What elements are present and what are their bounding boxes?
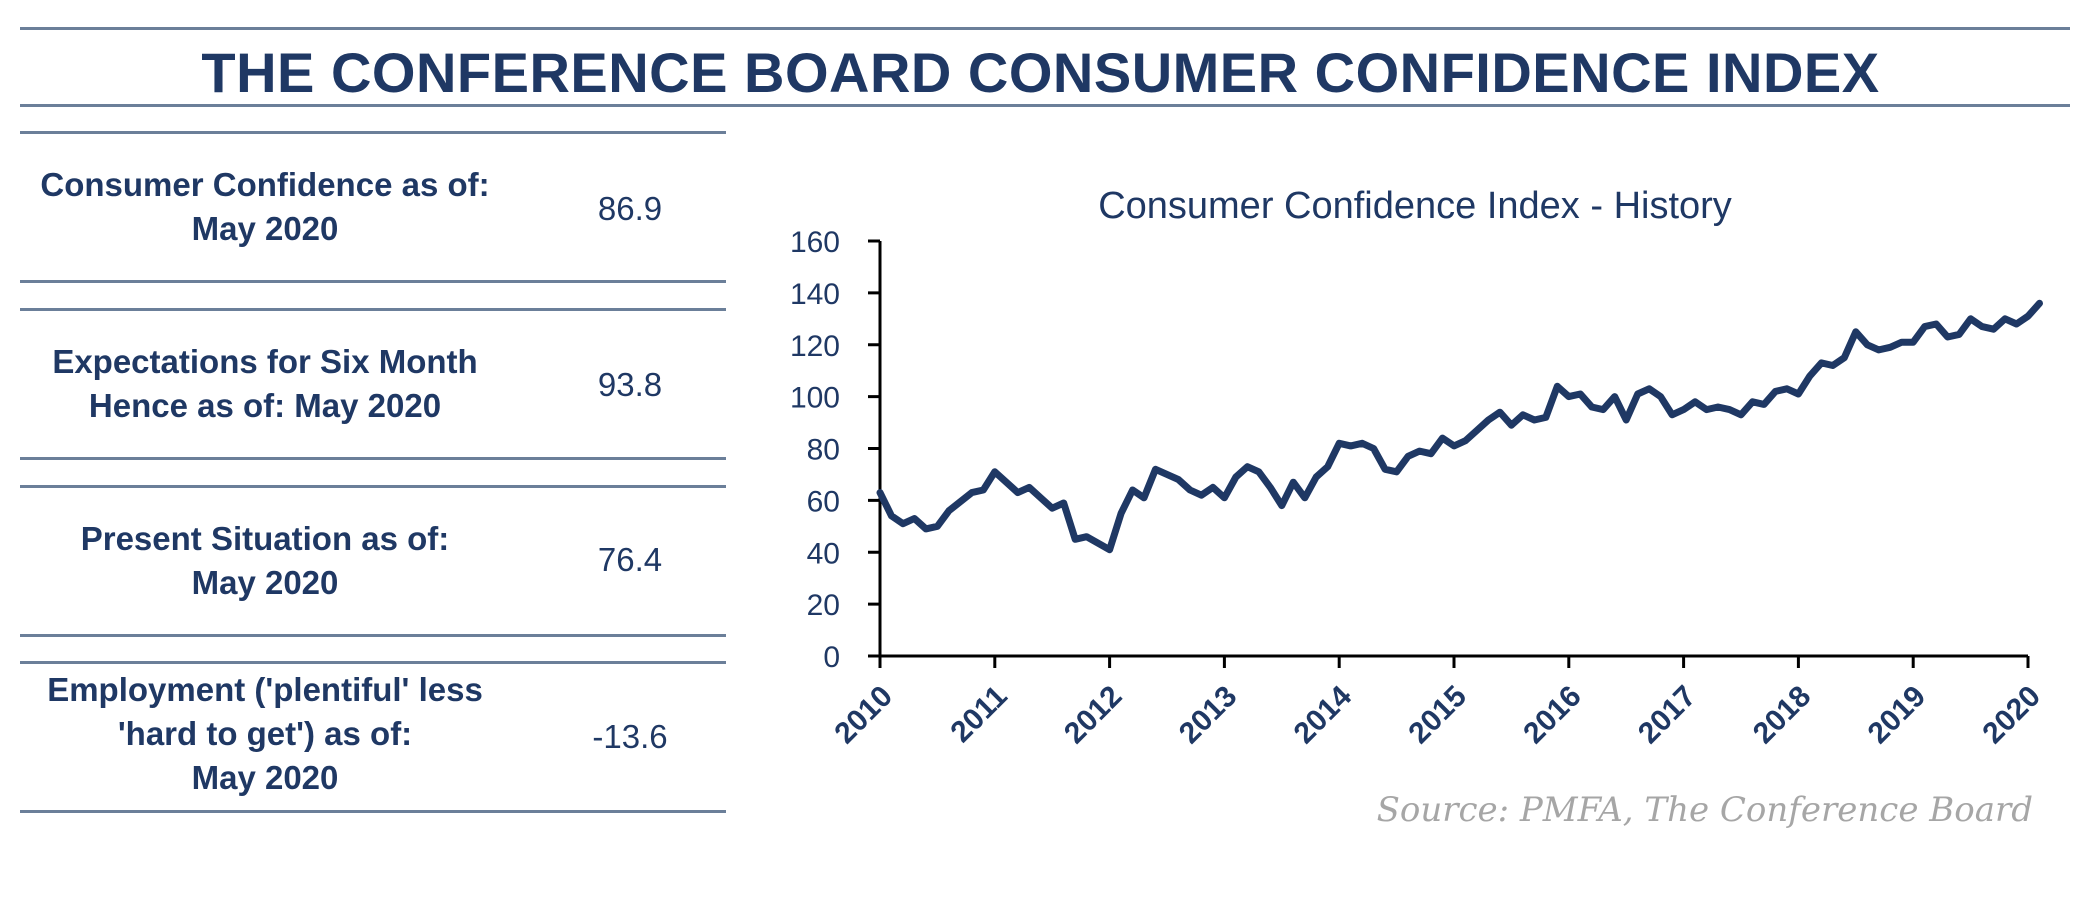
metric-consumer-confidence-label: Consumer Confidence as of: May 2020: [20, 163, 510, 251]
metric-divider: [20, 280, 726, 283]
x-tick-label: 2017: [1632, 680, 1703, 751]
header-bottom-rule: [20, 104, 2070, 107]
metric-divider: [20, 308, 726, 311]
x-tick-label: 2010: [828, 680, 899, 751]
metric-expectations-value: 93.8: [597, 366, 663, 403]
x-tick-label: 2015: [1402, 680, 1473, 751]
y-tick-label: 140: [790, 278, 840, 311]
x-tick-label: 2019: [1862, 680, 1933, 751]
y-tick-label: 60: [807, 485, 840, 518]
series-line: [876, 299, 2043, 554]
metric-label-line: May 2020: [191, 564, 339, 601]
y-tick-label: 120: [790, 330, 840, 363]
x-tick-label: 2011: [944, 680, 1013, 749]
metric-employment-label: Employment ('plentiful' less 'hard to ge…: [20, 668, 510, 800]
x-tick-label: 2016: [1517, 680, 1588, 751]
metric-label-line: 'hard to get') as of:: [117, 715, 413, 752]
metric-label-line: Hence as of: May 2020: [88, 387, 442, 424]
metric-label-line: Present Situation as of:: [80, 520, 450, 557]
x-tick-label: 2018: [1747, 680, 1818, 751]
metric-divider: [20, 810, 726, 813]
metric-divider: [20, 485, 726, 488]
metric-label-line: Employment ('plentiful' less: [47, 671, 483, 708]
chart-title: Consumer Confidence Index - History: [1098, 185, 1732, 227]
metric-employment-value: -13.6: [592, 718, 668, 755]
metric-divider: [20, 634, 726, 637]
metric-divider: [20, 131, 726, 134]
metric-present-situation-label: Present Situation as of: May 2020: [20, 517, 510, 605]
metric-divider: [20, 457, 726, 460]
y-tick-label: 40: [807, 537, 840, 570]
y-tick-label: 160: [790, 226, 840, 259]
y-tick-label: 80: [807, 434, 840, 467]
metric-label-line: Consumer Confidence as of:: [40, 166, 490, 203]
metric-expectations-label: Expectations for Six Month Hence as of: …: [20, 340, 510, 428]
y-tick-label: 100: [790, 382, 840, 415]
metric-present-situation-value: 76.4: [597, 541, 663, 578]
metric-label-line: May 2020: [191, 210, 339, 247]
y-tick-label: 20: [807, 589, 840, 622]
metric-label-line: Expectations for Six Month: [52, 343, 478, 380]
x-tick-label: 2013: [1173, 680, 1244, 751]
x-tick-label: 2014: [1288, 679, 1359, 750]
metric-label-line: May 2020: [191, 759, 339, 796]
source-note: Source: PMFA, The Conference Board: [1376, 790, 2033, 830]
x-tick-label: 2012: [1058, 680, 1129, 751]
metric-consumer-confidence-value: 86.9: [597, 190, 663, 227]
x-tick-label: 2020: [1976, 680, 2047, 751]
y-tick-label: 0: [823, 641, 840, 674]
page-title: THE CONFERENCE BOARD CONSUMER CONFIDENCE…: [201, 41, 1880, 104]
header-top-rule: [20, 27, 2070, 30]
metric-divider: [20, 661, 726, 664]
